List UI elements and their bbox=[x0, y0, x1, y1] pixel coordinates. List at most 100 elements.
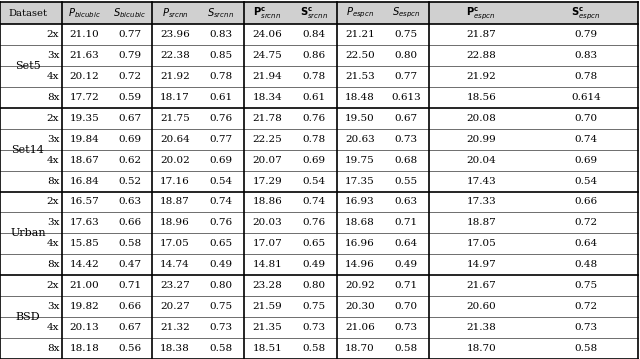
Text: 0.58: 0.58 bbox=[209, 344, 232, 353]
Text: 24.06: 24.06 bbox=[252, 30, 282, 39]
Text: 4x: 4x bbox=[47, 323, 60, 332]
Text: 20.12: 20.12 bbox=[70, 72, 99, 81]
Text: 14.97: 14.97 bbox=[467, 260, 496, 269]
Text: 14.96: 14.96 bbox=[345, 260, 375, 269]
Text: 4x: 4x bbox=[47, 239, 60, 248]
Text: 0.76: 0.76 bbox=[209, 218, 232, 227]
Text: 0.56: 0.56 bbox=[118, 344, 141, 353]
Text: 0.67: 0.67 bbox=[118, 323, 141, 332]
Text: 21.59: 21.59 bbox=[252, 302, 282, 311]
Text: 23.27: 23.27 bbox=[160, 281, 190, 290]
Text: 2x: 2x bbox=[47, 281, 60, 290]
Text: 14.81: 14.81 bbox=[252, 260, 282, 269]
Text: 0.69: 0.69 bbox=[118, 135, 141, 144]
Text: 0.74: 0.74 bbox=[302, 197, 325, 206]
Text: 0.75: 0.75 bbox=[302, 302, 325, 311]
Text: 19.82: 19.82 bbox=[70, 302, 99, 311]
Text: 0.54: 0.54 bbox=[574, 177, 597, 186]
Text: 18.38: 18.38 bbox=[160, 344, 190, 353]
Text: 17.63: 17.63 bbox=[70, 218, 99, 227]
Text: 0.67: 0.67 bbox=[118, 114, 141, 123]
Text: 0.77: 0.77 bbox=[209, 135, 232, 144]
Text: 0.73: 0.73 bbox=[302, 323, 325, 332]
Text: 0.78: 0.78 bbox=[574, 72, 597, 81]
Text: 8x: 8x bbox=[47, 260, 60, 269]
Text: 21.78: 21.78 bbox=[252, 114, 282, 123]
Text: 8x: 8x bbox=[47, 93, 60, 102]
Text: 17.05: 17.05 bbox=[160, 239, 190, 248]
Text: 21.87: 21.87 bbox=[467, 30, 496, 39]
Text: 0.65: 0.65 bbox=[302, 239, 325, 248]
Text: 17.35: 17.35 bbox=[345, 177, 375, 186]
Text: 0.86: 0.86 bbox=[302, 51, 325, 60]
Text: 20.64: 20.64 bbox=[160, 135, 190, 144]
Text: 17.05: 17.05 bbox=[467, 239, 496, 248]
Text: 0.70: 0.70 bbox=[574, 114, 597, 123]
Text: 0.78: 0.78 bbox=[302, 135, 325, 144]
Text: 0.66: 0.66 bbox=[118, 302, 141, 311]
Text: 0.80: 0.80 bbox=[394, 51, 417, 60]
Text: 0.70: 0.70 bbox=[394, 302, 417, 311]
Text: 18.67: 18.67 bbox=[70, 155, 99, 164]
Text: 17.07: 17.07 bbox=[252, 239, 282, 248]
Text: 21.92: 21.92 bbox=[467, 72, 496, 81]
Text: 0.65: 0.65 bbox=[209, 239, 232, 248]
Text: 0.79: 0.79 bbox=[574, 30, 597, 39]
Text: 0.49: 0.49 bbox=[394, 260, 417, 269]
Text: 20.63: 20.63 bbox=[345, 135, 375, 144]
Text: 0.67: 0.67 bbox=[394, 114, 417, 123]
Text: 22.50: 22.50 bbox=[345, 51, 375, 60]
Text: 0.69: 0.69 bbox=[302, 155, 325, 164]
Text: 15.85: 15.85 bbox=[70, 239, 99, 248]
Text: Set14: Set14 bbox=[12, 145, 44, 155]
Text: Dataset: Dataset bbox=[8, 9, 47, 18]
Text: 0.59: 0.59 bbox=[118, 93, 141, 102]
Text: 18.96: 18.96 bbox=[160, 218, 190, 227]
Text: $S_{srcnn}$: $S_{srcnn}$ bbox=[207, 6, 235, 20]
Text: 19.50: 19.50 bbox=[345, 114, 375, 123]
Text: 20.27: 20.27 bbox=[160, 302, 190, 311]
Text: 0.73: 0.73 bbox=[574, 323, 597, 332]
Text: 23.28: 23.28 bbox=[252, 281, 282, 290]
Text: 0.83: 0.83 bbox=[574, 51, 597, 60]
Text: $\mathbf{P}^{\mathbf{c}}_{espcn}$: $\mathbf{P}^{\mathbf{c}}_{espcn}$ bbox=[467, 5, 496, 21]
Text: 0.61: 0.61 bbox=[209, 93, 232, 102]
Text: 0.77: 0.77 bbox=[394, 72, 417, 81]
Text: 21.67: 21.67 bbox=[467, 281, 496, 290]
Text: 0.47: 0.47 bbox=[118, 260, 141, 269]
Text: 3x: 3x bbox=[47, 135, 60, 144]
Text: 22.88: 22.88 bbox=[467, 51, 496, 60]
Text: 0.58: 0.58 bbox=[302, 344, 325, 353]
Text: 17.16: 17.16 bbox=[160, 177, 190, 186]
Text: 0.72: 0.72 bbox=[574, 218, 597, 227]
Text: 18.51: 18.51 bbox=[252, 344, 282, 353]
Text: 0.52: 0.52 bbox=[118, 177, 141, 186]
Text: 8x: 8x bbox=[47, 344, 60, 353]
Text: 0.68: 0.68 bbox=[394, 155, 417, 164]
Text: 21.00: 21.00 bbox=[70, 281, 99, 290]
Text: 0.75: 0.75 bbox=[574, 281, 597, 290]
Text: 20.60: 20.60 bbox=[467, 302, 496, 311]
Text: Set5: Set5 bbox=[15, 61, 41, 71]
Text: 2x: 2x bbox=[47, 197, 60, 206]
Text: 0.48: 0.48 bbox=[574, 260, 597, 269]
Text: 20.02: 20.02 bbox=[160, 155, 190, 164]
Text: 0.72: 0.72 bbox=[118, 72, 141, 81]
Text: 0.58: 0.58 bbox=[574, 344, 597, 353]
Text: 16.93: 16.93 bbox=[345, 197, 375, 206]
Text: 17.43: 17.43 bbox=[467, 177, 496, 186]
Text: 22.38: 22.38 bbox=[160, 51, 190, 60]
Text: 0.58: 0.58 bbox=[394, 344, 417, 353]
Text: 16.84: 16.84 bbox=[70, 177, 99, 186]
Text: 18.56: 18.56 bbox=[467, 93, 496, 102]
Text: 18.68: 18.68 bbox=[345, 218, 375, 227]
Text: Urban: Urban bbox=[10, 228, 46, 238]
Text: 0.72: 0.72 bbox=[574, 302, 597, 311]
Text: 0.76: 0.76 bbox=[209, 114, 232, 123]
Text: 0.75: 0.75 bbox=[394, 30, 417, 39]
Text: 0.78: 0.78 bbox=[302, 72, 325, 81]
Text: BSD: BSD bbox=[16, 312, 40, 322]
Text: 3x: 3x bbox=[47, 302, 60, 311]
Text: 0.79: 0.79 bbox=[118, 51, 141, 60]
Text: 19.84: 19.84 bbox=[70, 135, 99, 144]
